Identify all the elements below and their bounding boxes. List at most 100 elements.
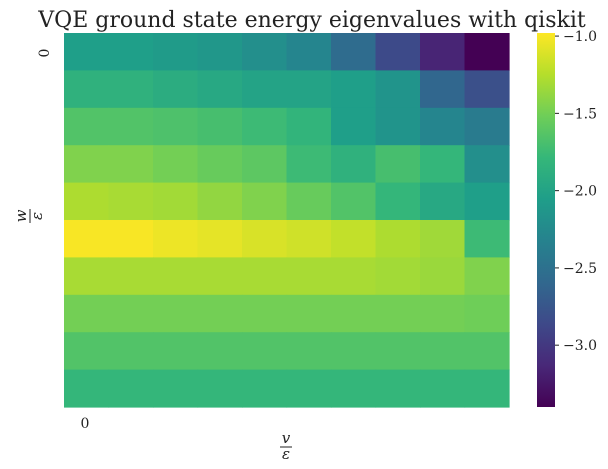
heatmap-cell-r1-c8	[420, 70, 466, 109]
heatmap-cell-r9-c5	[286, 369, 332, 408]
heatmap-cell-r8-c7	[375, 332, 421, 371]
heatmap-cell-r1-c3	[197, 70, 243, 109]
heatmap-cell-r0-c2	[153, 33, 199, 71]
heatmap-cell-r8-c6	[331, 332, 377, 371]
x-axis-label-denominator: ε	[282, 445, 290, 463]
heatmap-cell-r1-c7	[375, 70, 421, 109]
heatmap-cell-r8-c5	[286, 332, 332, 371]
heatmap-cell-r1-c4	[242, 70, 288, 109]
heatmap-cell-r5-c3	[197, 220, 243, 258]
heatmap-cell-r4-c1	[108, 182, 154, 221]
heatmap-cell-r9-c7	[375, 369, 421, 408]
heatmap-cell-r3-c5	[286, 145, 332, 184]
colorbar-ticks: −3.0 −2.5 −2.0 −1.5 −1.0	[555, 29, 597, 354]
heatmap-cell-r8-c2	[153, 332, 199, 371]
heatmap-cell-r0-c4	[242, 33, 288, 71]
y-axis-label: w ε	[12, 209, 46, 223]
heatmap-cell-r2-c7	[375, 107, 421, 146]
heatmap-cell-r2-c4	[242, 107, 288, 146]
heatmap-cell-r2-c8	[420, 107, 466, 146]
heatmap-cell-r9-c1	[108, 369, 154, 408]
heatmap-cell-r5-c8	[420, 220, 466, 258]
heatmap-cell-r6-c7	[375, 257, 421, 296]
heatmap-cell-r0-c0	[64, 33, 110, 71]
heatmap-cell-r0-c9	[464, 33, 510, 71]
heatmap-cell-r6-c0	[64, 257, 110, 296]
heatmap-cell-r9-c2	[153, 369, 199, 408]
chart-title: VQE ground state energy eigenvalues with…	[37, 8, 586, 33]
heatmap-cell-r4-c9	[464, 182, 510, 221]
colorbar	[537, 33, 555, 407]
colorbar-tick-label-4: −1.0	[563, 29, 597, 45]
heatmap-cell-r9-c6	[331, 369, 377, 408]
heatmap-cell-r4-c6	[331, 182, 377, 221]
heatmap-cell-r0-c1	[108, 33, 154, 71]
heatmap-cell-r7-c0	[64, 294, 110, 333]
heatmap-cell-r1-c6	[331, 70, 377, 109]
heatmap-cell-r1-c1	[108, 70, 154, 109]
heatmap-cells	[64, 33, 510, 408]
y-tick-label-0: 0	[37, 49, 53, 58]
x-axis-label: v ε	[280, 429, 292, 463]
x-tick-label-0: 0	[81, 416, 90, 432]
heatmap-cell-r8-c0	[64, 332, 110, 371]
heatmap-cell-r7-c9	[464, 294, 510, 333]
heatmap-cell-r9-c8	[420, 369, 466, 408]
heatmap-cell-r7-c4	[242, 294, 288, 333]
heatmap-cell-r2-c5	[286, 107, 332, 146]
heatmap-cell-r5-c6	[331, 220, 377, 258]
heatmap-cell-r9-c9	[464, 369, 510, 408]
heatmap-cell-r8-c1	[108, 332, 154, 371]
heatmap-cell-r9-c3	[197, 369, 243, 408]
heatmap-cell-r7-c5	[286, 294, 332, 333]
colorbar-tick-label-3: −1.5	[563, 106, 597, 122]
heatmap-cell-r2-c1	[108, 107, 154, 146]
heatmap-cell-r1-c0	[64, 70, 110, 109]
heatmap-cell-r5-c0	[64, 220, 110, 258]
heatmap-cell-r9-c0	[64, 369, 110, 408]
heatmap-cell-r0-c7	[375, 33, 421, 71]
heatmap-cell-r6-c2	[153, 257, 199, 296]
heatmap-cell-r6-c5	[286, 257, 332, 296]
heatmap-cell-r6-c6	[331, 257, 377, 296]
heatmap-cell-r2-c6	[331, 107, 377, 146]
heatmap-cell-r4-c5	[286, 182, 332, 221]
heatmap-cell-r3-c6	[331, 145, 377, 184]
heatmap-cell-r5-c2	[153, 220, 199, 258]
colorbar-tick-label-2: −2.0	[563, 184, 597, 200]
heatmap-cell-r5-c7	[375, 220, 421, 258]
heatmap-cell-r8-c9	[464, 332, 510, 371]
heatmap-cell-r5-c5	[286, 220, 332, 258]
heatmap-cell-r0-c8	[420, 33, 466, 71]
heatmap-cell-r4-c8	[420, 182, 466, 221]
heatmap-cell-r7-c7	[375, 294, 421, 333]
heatmap-cell-r2-c9	[464, 107, 510, 146]
heatmap-cell-r3-c8	[420, 145, 466, 184]
heatmap-cell-r4-c4	[242, 182, 288, 221]
heatmap-cell-r1-c2	[153, 70, 199, 109]
heatmap-cell-r8-c4	[242, 332, 288, 371]
y-axis-label-numerator: w	[12, 209, 30, 222]
heatmap-cell-r6-c9	[464, 257, 510, 296]
colorbar-tick-label-1: −2.5	[563, 261, 597, 277]
heatmap-cell-r6-c8	[420, 257, 466, 296]
heatmap-cell-r5-c1	[108, 220, 154, 258]
heatmap-cell-r3-c7	[375, 145, 421, 184]
heatmap-cell-r6-c1	[108, 257, 154, 296]
heatmap-cell-r3-c2	[153, 145, 199, 184]
x-axis-label-numerator: v	[282, 429, 291, 447]
heatmap-cell-r5-c9	[464, 220, 510, 258]
heatmap-cell-r7-c2	[153, 294, 199, 333]
heatmap-cell-r7-c3	[197, 294, 243, 333]
heatmap-cell-r2-c0	[64, 107, 110, 146]
heatmap-cell-r4-c7	[375, 182, 421, 221]
heatmap-cell-r4-c0	[64, 182, 110, 221]
heatmap-cell-r7-c6	[331, 294, 377, 333]
heatmap-cell-r7-c8	[420, 294, 466, 333]
heatmap-cell-r3-c4	[242, 145, 288, 184]
heatmap-cell-r5-c4	[242, 220, 288, 258]
colorbar-tick-label-0: −3.0	[563, 338, 597, 354]
heatmap-cell-r6-c3	[197, 257, 243, 296]
heatmap-cell-r8-c3	[197, 332, 243, 371]
